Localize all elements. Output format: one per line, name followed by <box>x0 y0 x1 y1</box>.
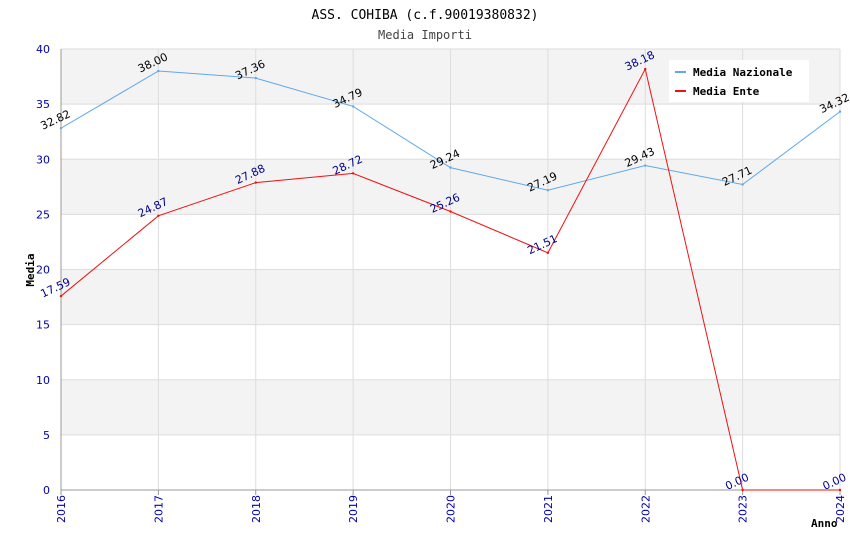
chart-title: ASS. COHIBA (c.f.90019380832) <box>312 8 539 23</box>
data-point <box>838 110 842 113</box>
data-label: 21.51 <box>525 232 559 257</box>
data-point <box>741 488 744 492</box>
x-tick-label: 2024 <box>834 495 847 523</box>
x-tick-label: 2018 <box>250 495 263 523</box>
data-point <box>546 189 550 192</box>
x-tick-label: 2022 <box>639 495 652 523</box>
data-point <box>351 105 355 108</box>
data-point <box>838 488 842 492</box>
data-point <box>157 69 160 73</box>
legend-box <box>669 60 809 102</box>
legend-label: Media Nazionale <box>693 66 793 79</box>
y-tick-label: 30 <box>36 153 50 166</box>
data-point <box>59 294 63 298</box>
data-point <box>449 166 452 169</box>
plot-area: 0 5 10 15 20 25 30 35 40 2016 2017 2018 2019 2020 2021… <box>36 43 850 523</box>
x-tick-label: 2020 <box>445 495 458 523</box>
y-tick-label: 25 <box>36 208 50 221</box>
y-tick-label: 10 <box>36 374 50 387</box>
x-tick-label: 2021 <box>542 495 555 523</box>
data-point <box>644 67 647 71</box>
x-tick-label: 2017 <box>152 495 165 523</box>
data-point <box>644 164 647 167</box>
y-tick-label: 35 <box>36 98 50 111</box>
x-tick-label: 2023 <box>737 495 750 523</box>
y-tick-label: 20 <box>36 264 50 277</box>
data-point <box>351 172 355 175</box>
y-tick-label: 40 <box>36 43 50 56</box>
data-point <box>59 126 63 130</box>
legend: Media Nazionale Media Ente <box>669 60 809 102</box>
x-tick-label: 2019 <box>347 495 360 523</box>
y-tick-label: 15 <box>36 319 50 332</box>
y-tick-label: 5 <box>43 429 50 442</box>
data-point <box>157 214 160 218</box>
y-axis-title: Media <box>24 253 37 286</box>
data-point <box>546 251 550 255</box>
data-label: 32.82 <box>38 107 72 132</box>
data-point <box>254 76 257 80</box>
y-tick-label: 0 <box>43 484 50 497</box>
data-point <box>741 183 744 186</box>
data-point <box>254 181 257 184</box>
x-axis-title: Anno <box>811 517 838 530</box>
x-tick-label: 2016 <box>55 495 68 523</box>
chart-subtitle: Media Importi <box>378 28 472 42</box>
legend-label: Media Ente <box>693 85 760 98</box>
data-point <box>449 210 452 213</box>
